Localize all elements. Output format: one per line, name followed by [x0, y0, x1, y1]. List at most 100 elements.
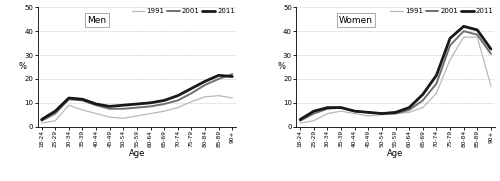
2011 — [338, 106, 344, 109]
Legend: 1991, 2001, 2011: 1991, 2001, 2011 — [390, 8, 494, 14]
2001 — [38, 120, 44, 122]
Text: Men: Men — [88, 16, 106, 25]
2001 — [106, 108, 112, 110]
Legend: 1991, 2001, 2011: 1991, 2001, 2011 — [132, 8, 235, 14]
Line: 2011: 2011 — [300, 26, 491, 119]
2001 — [447, 44, 453, 47]
2011 — [474, 29, 480, 31]
1991 — [392, 112, 398, 115]
2001 — [134, 106, 140, 109]
1991 — [120, 117, 126, 119]
2011 — [297, 118, 303, 121]
1991 — [202, 96, 208, 98]
1991 — [474, 36, 480, 38]
2001 — [406, 109, 412, 111]
2001 — [93, 104, 99, 106]
1991 — [66, 104, 72, 106]
2001 — [161, 103, 167, 105]
1991 — [460, 36, 466, 38]
2001 — [488, 53, 494, 55]
Y-axis label: %: % — [19, 62, 27, 71]
2001 — [420, 99, 426, 102]
X-axis label: Age: Age — [129, 149, 145, 158]
2001 — [460, 30, 466, 32]
2001 — [66, 98, 72, 100]
1991 — [230, 97, 235, 99]
1991 — [379, 114, 385, 116]
1991 — [52, 120, 58, 122]
2011 — [66, 97, 72, 99]
1991 — [297, 122, 303, 124]
1991 — [188, 100, 194, 103]
2001 — [474, 34, 480, 36]
Line: 2011: 2011 — [42, 75, 232, 119]
1991 — [352, 112, 358, 115]
2001 — [175, 99, 181, 102]
2011 — [434, 74, 440, 76]
2001 — [216, 78, 222, 80]
2011 — [120, 104, 126, 106]
1991 — [148, 112, 154, 115]
X-axis label: Age: Age — [388, 149, 404, 158]
2011 — [148, 102, 154, 104]
2001 — [148, 105, 154, 108]
2011 — [392, 111, 398, 113]
2011 — [188, 87, 194, 90]
2011 — [175, 94, 181, 97]
2011 — [161, 99, 167, 102]
2001 — [392, 112, 398, 115]
2001 — [379, 112, 385, 115]
2001 — [297, 120, 303, 122]
2011 — [447, 37, 453, 39]
Line: 1991: 1991 — [300, 37, 491, 123]
1991 — [161, 110, 167, 112]
2001 — [80, 99, 86, 102]
2011 — [488, 48, 494, 50]
Line: 1991: 1991 — [42, 96, 232, 123]
1991 — [311, 120, 317, 122]
2001 — [188, 92, 194, 94]
2011 — [406, 106, 412, 109]
2011 — [38, 118, 44, 121]
1991 — [434, 92, 440, 94]
Y-axis label: %: % — [278, 62, 285, 71]
2011 — [93, 103, 99, 105]
1991 — [106, 116, 112, 118]
1991 — [338, 110, 344, 112]
2011 — [324, 106, 330, 109]
1991 — [420, 106, 426, 109]
1991 — [488, 85, 494, 87]
2001 — [230, 73, 235, 75]
2011 — [311, 110, 317, 112]
2011 — [352, 110, 358, 112]
1991 — [93, 112, 99, 115]
2011 — [420, 93, 426, 96]
1991 — [366, 115, 372, 117]
1991 — [216, 94, 222, 97]
2011 — [80, 98, 86, 100]
2011 — [202, 80, 208, 82]
2001 — [202, 84, 208, 86]
2001 — [52, 112, 58, 115]
Text: Women: Women — [339, 16, 373, 25]
2001 — [324, 108, 330, 110]
2001 — [120, 108, 126, 110]
2011 — [379, 112, 385, 115]
2011 — [366, 111, 372, 113]
Line: 2001: 2001 — [300, 31, 491, 121]
2001 — [366, 111, 372, 113]
2011 — [230, 75, 235, 78]
2011 — [134, 103, 140, 105]
1991 — [134, 115, 140, 117]
Line: 2001: 2001 — [42, 74, 232, 121]
2001 — [338, 106, 344, 109]
1991 — [447, 59, 453, 61]
2011 — [106, 105, 112, 108]
2011 — [460, 25, 466, 28]
1991 — [406, 111, 412, 113]
1991 — [38, 122, 44, 124]
1991 — [175, 106, 181, 109]
2011 — [216, 74, 222, 76]
2001 — [352, 110, 358, 112]
2011 — [52, 110, 58, 112]
